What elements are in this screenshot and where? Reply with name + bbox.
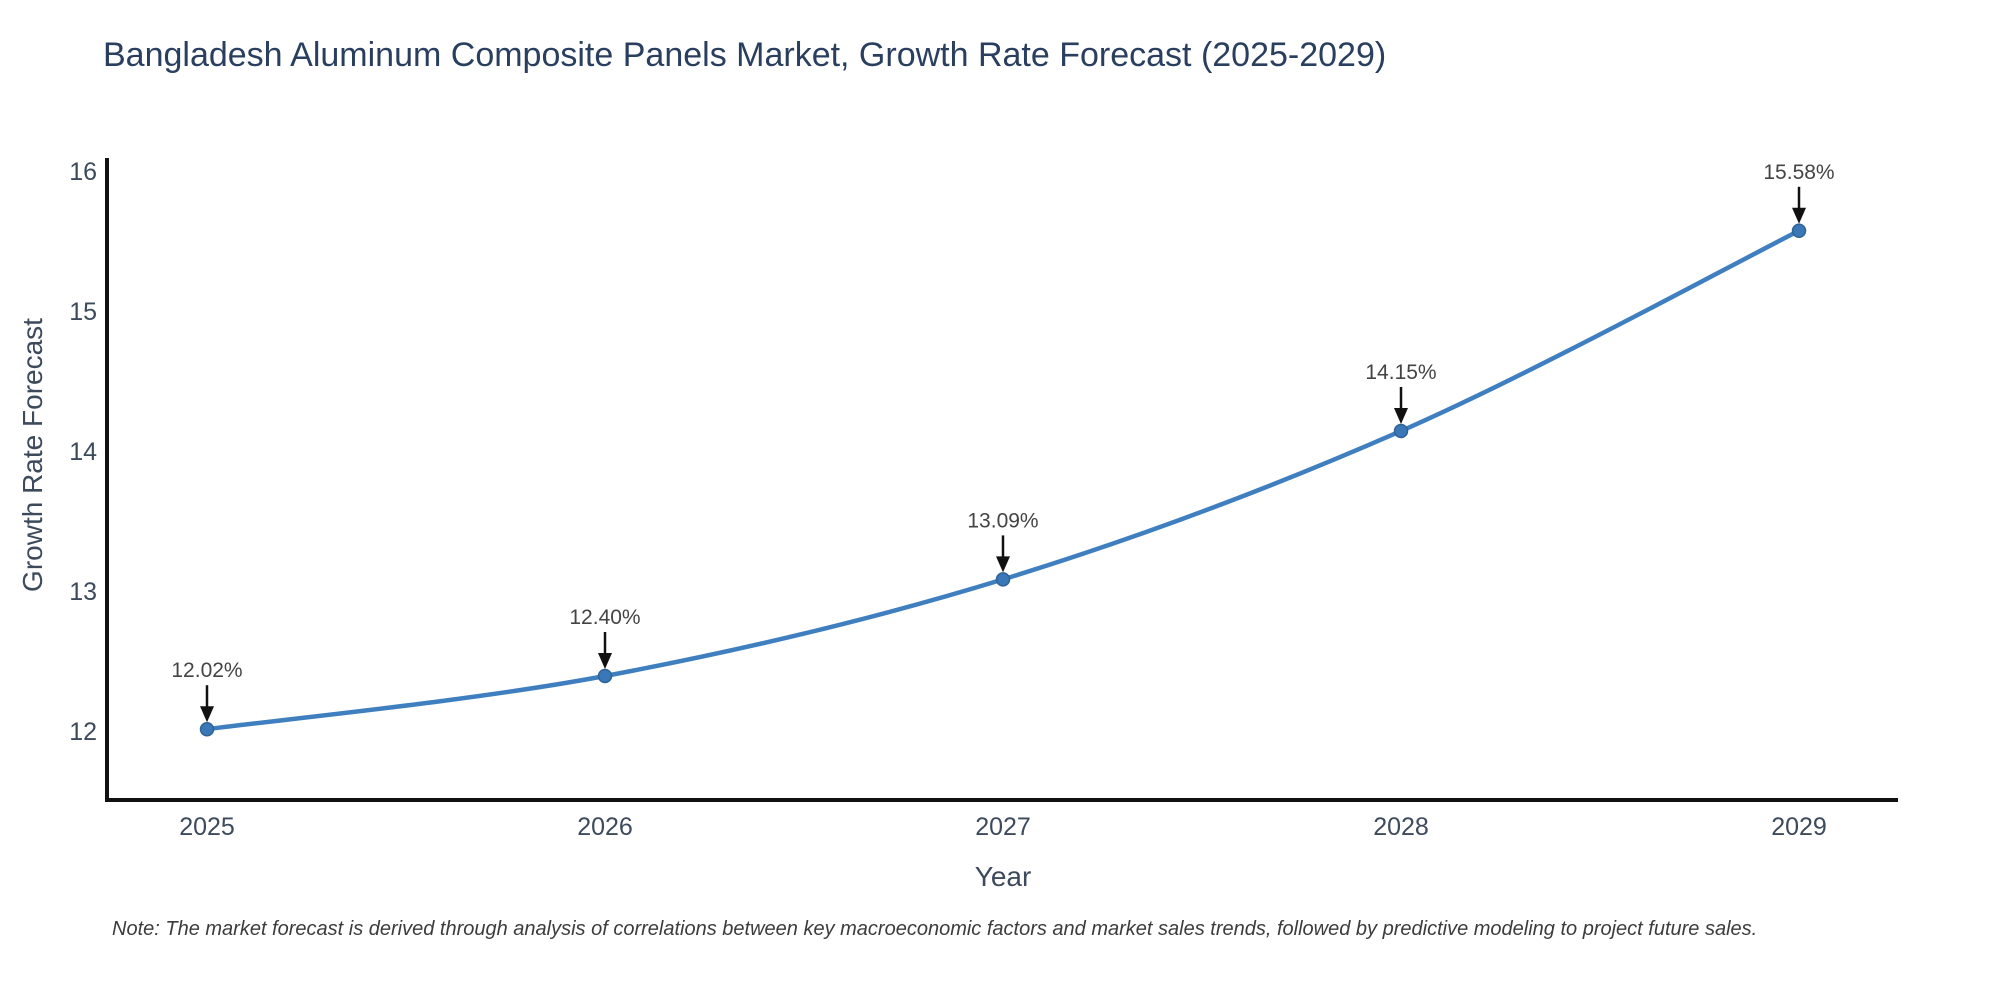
footnote: Note: The market forecast is derived thr… [112,918,1758,940]
annotations-group: 12.02% 12.40% 13.09% 14.15% 15.58% [171,161,1835,723]
axes-group [105,158,1898,802]
series-group [199,223,1807,737]
point-annotation-label: 15.58% [1763,161,1834,184]
x-axis-title: Year [974,861,1032,892]
y-tick-label: 15 [69,298,97,326]
y-tick-label: 13 [69,578,97,606]
data-point-marker [995,572,1011,587]
data-point-marker [597,668,613,684]
point-annotation-label: 13.09% [967,509,1038,532]
x-tick-label: 2028 [1373,813,1429,841]
y-tick-label: 16 [69,158,97,186]
data-point-marker [199,721,215,737]
tick-labels-group: 12 13 14 15 16 2025 2026 2027 2028 2029 [69,158,1827,841]
x-tick-label: 2026 [577,813,633,841]
annotation-arrow-head [598,653,612,669]
chart-title: Bangladesh Aluminum Composite Panels Mar… [103,36,1387,74]
y-tick-label: 14 [69,438,97,466]
point-annotation-label: 12.40% [569,606,640,629]
annotation-arrow-head [200,706,214,723]
y-tick-label: 12 [69,718,97,746]
annotation-arrow-head [1394,408,1408,424]
data-point-marker [1393,423,1409,439]
x-tick-label: 2027 [975,813,1031,841]
data-point-marker [1791,223,1807,239]
point-annotation-label: 12.02% [171,659,242,682]
x-tick-label: 2025 [179,813,235,841]
point-annotation-label: 14.15% [1365,361,1436,384]
annotation-arrow-head [996,556,1010,573]
annotation-arrow-head [1792,207,1806,224]
growth-rate-line [204,228,1802,732]
x-tick-label: 2029 [1771,813,1827,841]
